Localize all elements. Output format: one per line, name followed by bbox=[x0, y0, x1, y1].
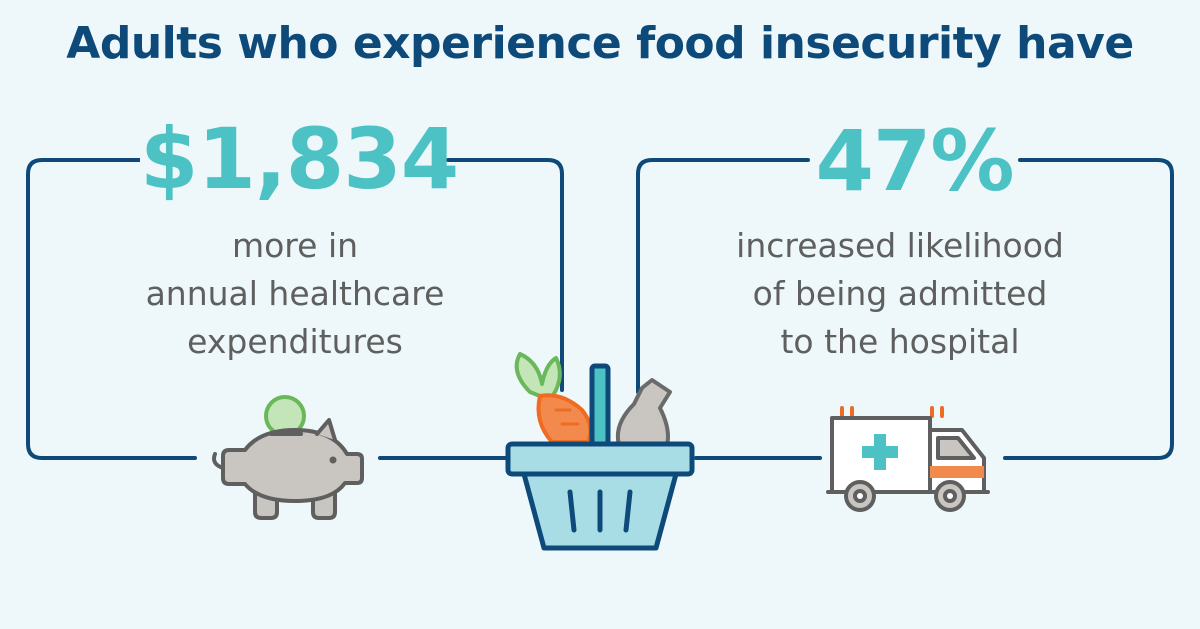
headline: Adults who experience food insecurity ha… bbox=[66, 18, 1134, 69]
stat-description-line: more in bbox=[231, 226, 359, 265]
stat-value-healthcare: $1,834 bbox=[140, 110, 459, 208]
stat-value-hospital: 47% bbox=[812, 119, 1017, 203]
stat-description-line: annual healthcare bbox=[145, 274, 445, 313]
left-frame-top-right bbox=[446, 158, 564, 392]
left-frame bbox=[26, 158, 197, 460]
grocery-basket-icon bbox=[505, 352, 695, 551]
stat-description-line: of being admitted bbox=[752, 274, 1048, 313]
right-frame-top-right bbox=[1003, 158, 1174, 460]
stat-description-line: expenditures bbox=[187, 322, 403, 361]
stat-description-line: to the hospital bbox=[780, 322, 1020, 361]
ambulance-icon bbox=[826, 406, 990, 512]
piggy-bank-icon bbox=[212, 395, 364, 520]
stat-description-hospital: increased likelihood of being admitted t… bbox=[690, 222, 1110, 366]
right-frame-top-left bbox=[636, 158, 810, 394]
stat-description-line: increased likelihood bbox=[736, 226, 1064, 265]
stat-description-healthcare: more in annual healthcare expenditures bbox=[110, 222, 480, 366]
